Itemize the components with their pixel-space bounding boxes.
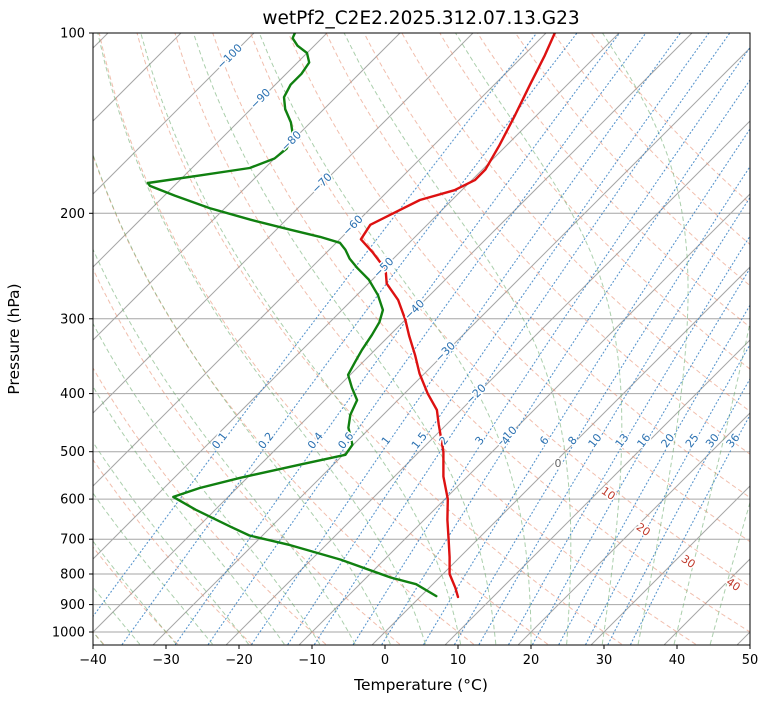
x-tick-label: −30 bbox=[152, 653, 179, 668]
isotherm-line bbox=[371, 266, 750, 645]
y-tick-label: 900 bbox=[60, 598, 85, 613]
isotherm-line bbox=[298, 193, 750, 645]
mixing-ratio-line bbox=[93, 33, 538, 618]
x-tick-label: −40 bbox=[79, 653, 106, 668]
x-tick-label: 40 bbox=[669, 653, 686, 668]
moist-adiabat-line bbox=[93, 153, 391, 645]
dry-adiabat-line bbox=[325, 33, 750, 499]
y-tick-label: 200 bbox=[60, 207, 85, 222]
moist-adiabat-line bbox=[93, 441, 249, 645]
dry-adiabat-line bbox=[93, 154, 474, 645]
dry-adiabat-line bbox=[287, 33, 750, 543]
isotherm-line bbox=[225, 120, 750, 645]
moist-adiabat-line bbox=[602, 33, 689, 645]
dry-adiabat-line bbox=[174, 33, 696, 645]
isotherm-line bbox=[93, 33, 328, 268]
isotherm-line bbox=[590, 485, 750, 645]
isotherm-line bbox=[93, 33, 620, 560]
moist-adiabat-line bbox=[93, 540, 177, 645]
moist-adiabat-line bbox=[192, 33, 497, 645]
x-tick-label: −20 bbox=[225, 653, 252, 668]
x-tick-label: 30 bbox=[596, 653, 613, 668]
isotherm-line bbox=[93, 33, 693, 633]
x-axis-label: Temperature (°C) bbox=[353, 676, 488, 694]
mixing-ratio-line bbox=[454, 165, 750, 645]
dry-adiabat-line bbox=[250, 33, 750, 588]
isotherm-line bbox=[152, 47, 750, 645]
mixing-ratio-line bbox=[314, 33, 731, 645]
moist-adiabat-line bbox=[93, 248, 356, 645]
y-tick-label: 100 bbox=[60, 27, 85, 42]
temperature-curve bbox=[359, 33, 556, 599]
isotherm-line bbox=[93, 33, 255, 195]
dry-adiabat-line bbox=[136, 33, 622, 645]
moist-adiabat-line bbox=[343, 33, 572, 645]
mixing-ratio-line bbox=[121, 33, 578, 645]
mixing-ratio-line bbox=[508, 235, 750, 645]
dry-adiabat-line bbox=[363, 33, 750, 455]
mixing-ratio-lines bbox=[93, 33, 750, 645]
mixing-ratio-line bbox=[630, 413, 750, 645]
mixing-ratio-line bbox=[423, 128, 750, 645]
y-axis-label: Pressure (hPa) bbox=[5, 283, 23, 394]
plot-frame bbox=[92, 32, 751, 646]
moist-adiabat-line bbox=[93, 385, 285, 645]
mixing-ratio-line bbox=[251, 33, 681, 645]
zero-isotherm-label: 0 bbox=[555, 457, 562, 470]
dry-adiabat-line bbox=[590, 33, 750, 205]
x-tick-label: 10 bbox=[450, 653, 467, 668]
moist-adiabat-line bbox=[93, 492, 213, 645]
moist-adiabat-line bbox=[97, 33, 426, 645]
isotherm-line bbox=[93, 33, 547, 487]
mixing-ratio-line bbox=[175, 33, 621, 645]
isotherm-line bbox=[444, 339, 750, 645]
dry-adiabat-line bbox=[514, 33, 750, 287]
dry-adiabat-line bbox=[93, 367, 327, 645]
moist-adiabat-line bbox=[673, 320, 750, 645]
x-tick-label: 0 bbox=[381, 653, 389, 668]
y-tick-label: 600 bbox=[60, 493, 85, 508]
y-tick-label: 800 bbox=[60, 568, 85, 583]
isobars bbox=[93, 33, 750, 633]
x-tick-label: −10 bbox=[298, 653, 325, 668]
mixing-ratio-line bbox=[532, 267, 750, 645]
profiles bbox=[146, 33, 556, 599]
moist-adiabat-line bbox=[258, 33, 532, 645]
x-tick-label: 50 bbox=[742, 653, 759, 668]
isotherm-line bbox=[93, 33, 401, 341]
isotherm-line bbox=[517, 412, 750, 645]
y-tick-label: 700 bbox=[60, 533, 85, 548]
dewpoint-curve bbox=[146, 33, 438, 598]
isotherm-line bbox=[93, 33, 474, 414]
y-tick-label: 300 bbox=[60, 312, 85, 327]
moist-adiabat-line bbox=[93, 586, 141, 645]
x-tick-label: 20 bbox=[523, 653, 540, 668]
y-tick-label: 1000 bbox=[52, 626, 85, 641]
dry-adiabat-line bbox=[401, 33, 750, 412]
mixing-ratio-line bbox=[607, 377, 750, 645]
axes: −40 −30 −20 −10 0 10 20 30 40 50 100 200 300 400 500 60… bbox=[52, 27, 758, 669]
isotherms bbox=[93, 33, 750, 645]
mixing-ratio-line bbox=[287, 33, 710, 645]
mixing-ratio-line bbox=[478, 196, 750, 645]
y-tick-label: 500 bbox=[60, 445, 85, 460]
mixing-ratio-line bbox=[352, 46, 750, 645]
y-tick-label: 400 bbox=[60, 387, 85, 402]
chart-title: wetPf2_C2E2.2025.312.07.13.G23 bbox=[262, 8, 579, 29]
moist-adiabat-line bbox=[140, 33, 462, 645]
dry-adiabat-line bbox=[212, 33, 750, 633]
